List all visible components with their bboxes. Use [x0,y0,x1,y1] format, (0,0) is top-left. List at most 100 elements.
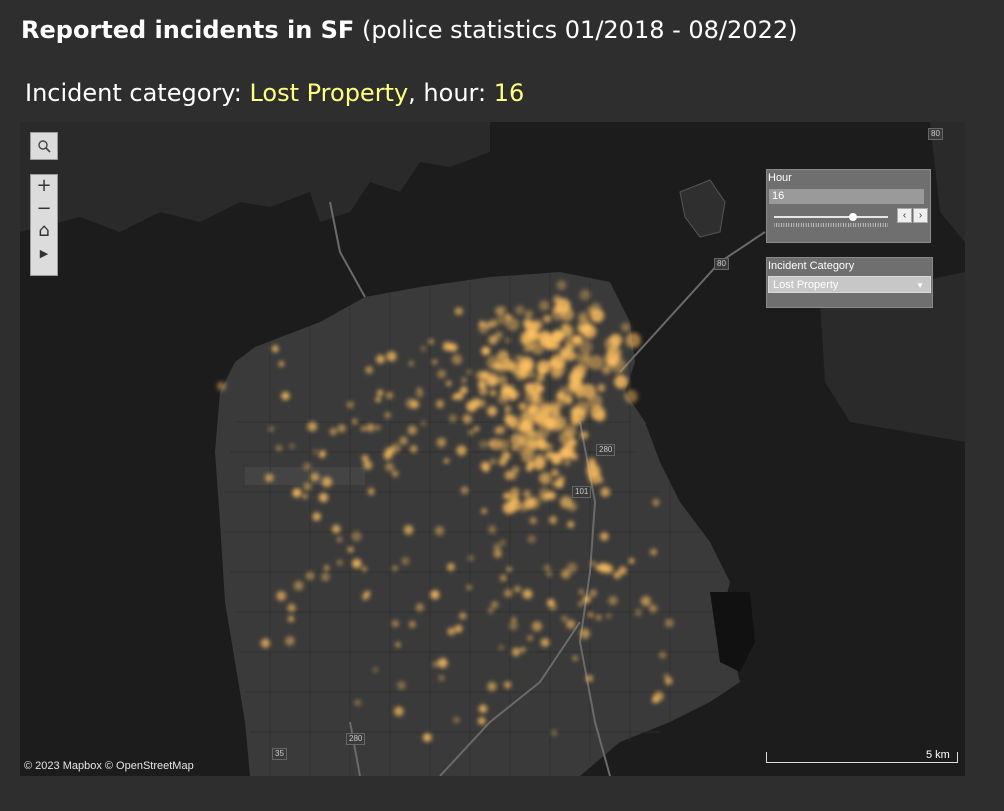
incident-point [567,501,578,512]
incident-point [608,595,618,606]
hour-slider-track[interactable] [774,216,888,218]
incident-point [522,589,533,599]
incident-point [598,478,604,483]
incident-point [365,366,373,374]
hour-slider-handle[interactable] [849,213,858,221]
incident-point [650,548,657,556]
incident-point [553,359,564,370]
incident-point [287,603,296,613]
incident-point [456,445,467,456]
land-eastbay-north [930,122,965,242]
incident-point [605,613,612,619]
land-hunters-point [710,592,755,672]
incident-point [385,462,395,472]
incident-point [587,612,594,618]
incident-point [624,389,638,404]
incident-point [460,486,469,495]
incident-point [618,566,627,575]
incident-point [437,369,446,379]
incident-point [395,641,401,648]
incident-point [268,426,274,432]
incident-point [578,339,593,354]
incident-point [601,365,611,375]
incident-point [597,383,606,392]
incident-point [550,468,559,477]
hour-filter-panel: Hour 16 ‹ › [766,169,931,243]
incident-point [560,307,574,322]
incident-point [487,607,494,614]
incident-point [364,590,371,597]
map-attribution[interactable]: © 2023 Mapbox © OpenStreetMap [24,760,194,772]
incident-point [505,337,511,343]
incident-point [432,661,439,668]
incident-point [310,472,320,482]
incident-point [361,426,366,432]
incident-point [528,437,536,445]
incident-point [324,565,330,571]
incident-point [271,345,279,353]
incident-point [529,517,537,525]
incident-point [580,431,589,440]
incident-point [384,412,391,419]
incident-point [508,388,517,397]
incident-point [490,319,498,328]
incident-point [452,394,458,400]
incident-point [446,563,455,572]
hour-prev-button[interactable]: ‹ [897,208,912,223]
incident-point [552,305,562,315]
incident-point [489,389,497,396]
incident-point [410,400,420,409]
incident-point [407,425,417,435]
category-filter-panel: Incident Category Lost Property ▼ [766,257,933,308]
incident-point [477,380,487,389]
incident-point [497,394,508,405]
incident-point [579,289,591,301]
incident-point [518,402,527,411]
incident-point [539,367,547,375]
incident-point [487,681,497,692]
play-icon[interactable]: ▶ [39,246,49,260]
incident-point [590,561,596,567]
incident-point [524,382,533,391]
incident-point [521,449,535,463]
incident-point [482,346,491,355]
hour-filter-input[interactable]: 16 [769,189,924,204]
incident-point [361,454,369,462]
incident-point [652,498,660,507]
incident-point [488,335,498,345]
incident-point [448,414,457,423]
incident-point [578,589,585,595]
incident-point [397,681,406,690]
incident-point [313,449,319,455]
incident-point [329,428,337,436]
incident-point [539,300,550,311]
home-icon[interactable]: ⌂ [38,220,50,241]
incident-point [506,317,520,331]
incident-point [570,453,578,461]
category-select[interactable]: Lost Property ▼ [768,276,931,293]
incident-point [351,558,362,569]
incident-point [556,391,566,401]
zoom-in-button[interactable]: + [36,175,52,196]
incident-point [582,324,597,339]
incident-point [531,395,541,404]
incident-point [442,341,452,351]
hour-next-button[interactable]: › [913,208,928,223]
incident-point [363,460,373,470]
incident-point [474,426,480,432]
incident-point [531,621,543,632]
incident-point [509,487,520,498]
incident-map[interactable]: 80 80 280 101 280 35 + − ⌂ ▶ Hour 16 ‹ ›… [20,122,965,776]
incident-point [451,354,463,365]
incident-point [653,691,664,702]
incident-point [527,535,536,544]
incident-point [346,401,354,409]
incident-point [509,494,520,505]
incident-point [372,667,378,673]
hwy-label-4: 101 [572,486,592,498]
zoom-out-button[interactable]: − [36,197,52,219]
incident-point [527,635,534,641]
map-search-button[interactable] [30,132,58,160]
incident-point [514,586,521,593]
incident-point [540,638,550,647]
